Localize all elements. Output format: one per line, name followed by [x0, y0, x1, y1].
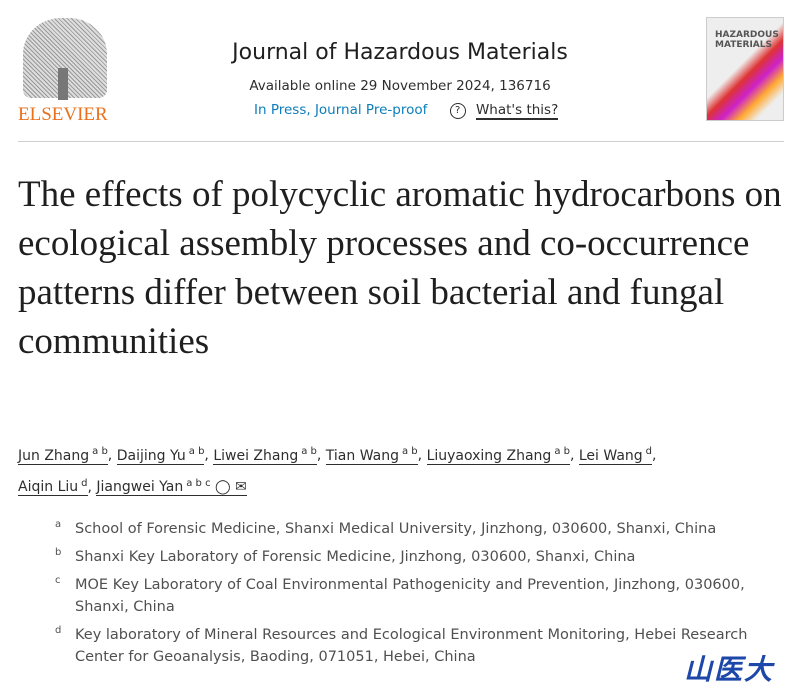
author-link[interactable]: Liwei Zhang a b: [213, 446, 317, 465]
affiliation-label: a: [55, 519, 62, 530]
status-line: In Press, Journal Pre-proof ? What's thi…: [254, 102, 559, 120]
author-name: Jiangwei Yan: [96, 479, 184, 496]
author-sup: d: [81, 477, 88, 489]
author-link[interactable]: Lei Wang d: [578, 446, 653, 465]
person-icon: ◯: [215, 479, 231, 496]
author-sup: a b: [402, 446, 418, 457]
author-name: Lei Wang: [578, 447, 643, 464]
author-sup: a b: [301, 446, 317, 457]
affiliation: d Key laboratory of Mineral Resources and…: [55, 624, 775, 668]
affiliation: c MOE Key Laboratory of Coal Environmenta…: [55, 574, 775, 618]
author-list: Jun Zhang a b, Daijing Yu a b, Liwei Zhang…: [18, 446, 657, 497]
affiliation-text: MOE Key Laboratory of Coal Environmental…: [75, 577, 745, 615]
author-link[interactable]: Tian Wang a b: [325, 446, 418, 465]
affiliation: b Shanxi Key Laboratory of Forensic Medic…: [55, 546, 775, 568]
author-sup: d: [645, 446, 653, 457]
journal-title[interactable]: Journal of Hazardous Materials: [232, 40, 568, 65]
email-icon: ✉: [235, 479, 247, 496]
author-name: Daijing Yu: [116, 447, 186, 464]
author-name: Jun Zhang: [18, 447, 90, 464]
journal-cover[interactable]: HAZARDOUS MATERIALS: [706, 17, 784, 121]
author-name: Liwei Zhang: [213, 447, 299, 464]
affiliation-text: Key laboratory of Mineral Resources and …: [75, 627, 748, 665]
divider: [18, 141, 784, 142]
affiliation-text: School of Forensic Medicine, Shanxi Medi…: [75, 521, 717, 537]
author-sup: a b: [92, 446, 108, 457]
author-name: Aiqin Liu: [18, 479, 79, 496]
author-name: Tian Wang: [325, 447, 399, 464]
elsevier-logo[interactable]: ELSEVIER: [18, 18, 113, 125]
cover-title: HAZARDOUS MATERIALS: [715, 30, 779, 50]
tree-trunk: [58, 68, 68, 100]
author-link[interactable]: Jiangwei Yan a b c ◯ ✉: [96, 477, 247, 497]
affiliations: a School of Forensic Medicine, Shanxi Med…: [55, 518, 775, 674]
author-link[interactable]: Liuyaoxing Zhang a b: [426, 446, 570, 465]
affiliation-label: c: [55, 575, 61, 586]
whats-this-button[interactable]: What's this?: [475, 102, 559, 120]
availability-text: Available online 29 November 2024, 13671…: [249, 78, 551, 94]
affiliation: a School of Forensic Medicine, Shanxi Med…: [55, 518, 775, 540]
article-header: ELSEVIER Journal of Hazardous Materials …: [0, 0, 800, 140]
watermark-logo: 山医大: [684, 653, 775, 686]
in-press-link[interactable]: In Press, Journal Pre-proof: [254, 102, 428, 118]
author-link[interactable]: Daijing Yu a b: [116, 446, 205, 465]
help-icon: ?: [449, 103, 466, 119]
author-link[interactable]: Jun Zhang a b: [18, 446, 108, 465]
affiliation-text: Shanxi Key Laboratory of Forensic Medici…: [75, 549, 636, 565]
affiliation-label: b: [55, 547, 62, 558]
affiliation-label: d: [55, 625, 62, 636]
author-name: Liuyaoxing Zhang: [426, 447, 552, 464]
author-sup: a b: [554, 446, 570, 457]
publisher-name: ELSEVIER: [18, 104, 108, 125]
author-link[interactable]: Aiqin Liu d: [18, 477, 88, 497]
author-sup: a b: [188, 446, 205, 457]
author-sup: a b c: [186, 477, 211, 489]
article-title: The effects of polycyclic aromatic hydro…: [18, 174, 782, 362]
